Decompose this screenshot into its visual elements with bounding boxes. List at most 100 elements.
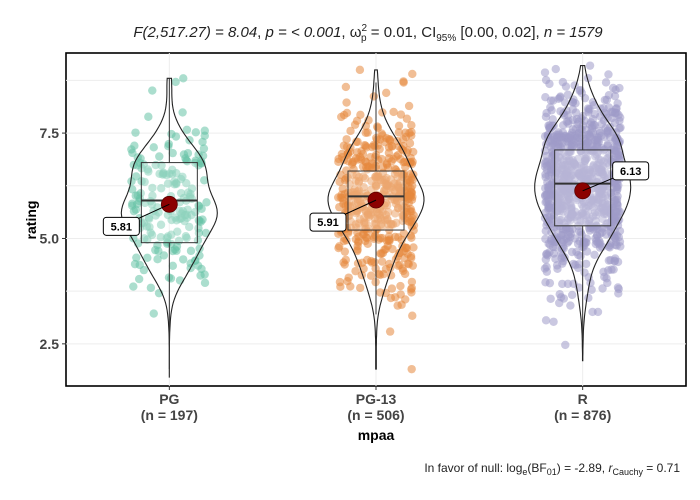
data-point: [168, 261, 178, 271]
data-point: [377, 222, 386, 231]
data-point: [385, 327, 395, 336]
data-point: [559, 110, 569, 120]
x-tick-n-label: (n = 506): [347, 407, 404, 423]
data-point: [344, 196, 354, 206]
data-point: [613, 257, 623, 267]
data-point: [594, 187, 604, 196]
data-point: [164, 142, 173, 151]
data-point: [612, 186, 621, 196]
data-point: [184, 222, 194, 232]
data-point: [613, 99, 622, 108]
data-point: [364, 224, 373, 233]
data-point: [172, 169, 181, 178]
data-point: [547, 234, 556, 244]
data-point: [545, 278, 555, 288]
data-point: [567, 290, 577, 300]
data-point: [593, 307, 603, 317]
groups-layer: 5.81 5.91 6.13: [102, 61, 650, 378]
data-point: [558, 279, 567, 289]
data-point: [564, 237, 574, 246]
data-point: [614, 110, 623, 120]
data-point: [183, 149, 193, 158]
data-point: [172, 216, 181, 225]
data-point: [382, 88, 391, 98]
data-point: [199, 144, 209, 153]
title-ci: CI95% [0.00, 0.02]: [421, 24, 535, 44]
data-point: [407, 121, 416, 130]
data-point: [335, 202, 344, 212]
data-point: [179, 74, 188, 83]
data-point: [584, 175, 593, 184]
data-point: [555, 215, 565, 225]
data-point: [339, 110, 349, 120]
data-point: [580, 93, 590, 103]
data-point: [555, 93, 565, 102]
data-point: [580, 240, 589, 249]
data-point: [349, 157, 358, 166]
data-point: [566, 301, 575, 310]
data-point: [548, 115, 557, 124]
y-tick-label: 2.5: [40, 336, 60, 352]
data-point: [582, 259, 591, 269]
x-tick-n-label: (n = 197): [141, 407, 198, 423]
data-point: [396, 110, 406, 119]
data-point: [342, 98, 351, 107]
data-point: [342, 135, 351, 144]
data-point: [544, 171, 553, 180]
data-point: [194, 228, 204, 238]
mean-label-box: [102, 216, 140, 236]
data-point: [127, 145, 136, 154]
data-point: [575, 171, 584, 180]
data-point: [353, 246, 362, 256]
x-axis: PG(n = 197) PG-13(n = 506) R(n = 876): [141, 386, 611, 423]
data-point: [609, 265, 618, 274]
data-point: [382, 201, 392, 210]
data-point: [400, 157, 409, 167]
data-point: [369, 92, 379, 101]
data-point: [542, 262, 551, 272]
data-point: [579, 198, 589, 207]
data-point: [384, 207, 393, 217]
data-point: [553, 264, 562, 274]
data-point: [608, 83, 618, 93]
data-point: [373, 122, 382, 131]
data-point: [601, 168, 610, 177]
data-point: [604, 70, 613, 79]
data-point: [572, 162, 582, 171]
x-tick-n-label: (n = 876): [554, 407, 611, 423]
data-point: [552, 130, 561, 139]
data-point: [541, 234, 550, 244]
data-point: [590, 110, 600, 119]
data-point: [144, 213, 154, 222]
data-point: [182, 233, 191, 243]
y-tick-label: 7.5: [40, 125, 60, 141]
data-point: [600, 145, 609, 154]
data-point: [604, 256, 614, 265]
data-point: [361, 206, 371, 216]
data-point: [577, 230, 586, 240]
data-point: [168, 148, 177, 158]
data-point: [147, 230, 157, 240]
data-point: [148, 86, 157, 95]
data-point: [403, 146, 412, 155]
data-point: [355, 152, 365, 162]
violin-outline: [327, 69, 425, 370]
data-point: [176, 174, 186, 184]
data-point: [603, 205, 612, 215]
data-point: [148, 191, 157, 200]
data-point: [131, 205, 141, 214]
data-point: [598, 284, 607, 293]
data-point: [387, 284, 397, 293]
data-point: [402, 114, 412, 123]
data-point: [355, 283, 365, 293]
data-point: [407, 233, 416, 243]
data-point: [405, 139, 415, 148]
data-point: [156, 220, 166, 229]
data-point: [336, 282, 345, 291]
data-point: [376, 288, 385, 297]
data-point: [591, 152, 600, 161]
data-point: [387, 157, 396, 166]
data-point: [133, 191, 142, 200]
data-point: [611, 195, 620, 205]
data-point: [545, 212, 555, 222]
